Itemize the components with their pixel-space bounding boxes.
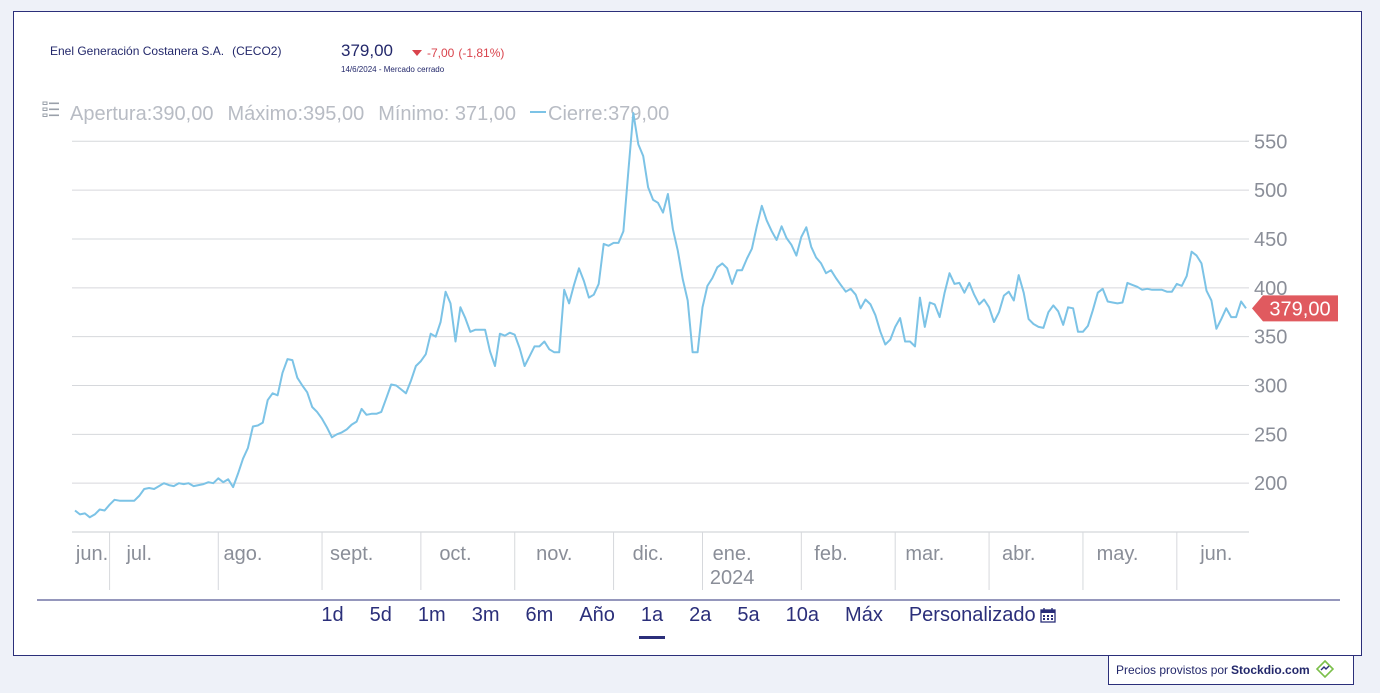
y-tick-label: 400 <box>1254 278 1287 300</box>
range-button-6m[interactable]: 6m <box>526 604 554 627</box>
range-button-10a[interactable]: 10a <box>786 604 819 627</box>
range-label: 6m <box>525 604 554 626</box>
down-arrow-icon <box>412 50 422 56</box>
range-label: 5d <box>369 604 392 626</box>
x-tick-label: jun. <box>1199 543 1232 565</box>
ohlc-legend: Apertura:390,00 Máximo:395,00 Mínimo: 371,… <box>42 100 669 126</box>
close-value: 379,00 <box>608 103 670 125</box>
high-value: 395,00 <box>303 103 365 125</box>
close-label: Cierre: <box>548 103 609 125</box>
x-tick-label: sept. <box>330 543 373 565</box>
legend-menu-icon[interactable] <box>42 100 60 118</box>
last-price-tag: 379,00 <box>1252 295 1338 322</box>
price-date: 14/6/2024 <box>341 65 377 74</box>
range-label: 3m <box>471 604 500 626</box>
x-tick-label: ene. <box>713 543 752 565</box>
range-label: 5a <box>737 604 760 626</box>
current-price: 379,00 <box>341 41 393 60</box>
range-label: 2a <box>689 604 712 626</box>
ticker-symbol: (CECO2) <box>232 44 282 58</box>
market-status-line: 14/6/2024 - Mercado cerrado <box>341 65 444 74</box>
x-tick-label: abr. <box>1002 543 1035 565</box>
range-button-personalizado[interactable]: Personalizado <box>909 604 1056 627</box>
x-tick-label: dic. <box>633 543 664 565</box>
range-label: 1a <box>640 604 664 626</box>
data-credit[interactable]: Precios provistos por Stockdio.com <box>1108 655 1354 685</box>
close-stat: Cierre:379,00 <box>530 103 669 125</box>
y-tick-label: 450 <box>1254 229 1287 251</box>
x-tick-label: nov. <box>536 543 572 565</box>
price-change: -7,00 (-1,81%) <box>412 46 504 60</box>
range-button-5d[interactable]: 5d <box>370 604 392 627</box>
x-tick-label: mar. <box>905 543 944 565</box>
calendar-icon <box>1039 608 1056 623</box>
status-separator: - <box>378 65 382 74</box>
range-button-1a[interactable]: 1a <box>638 604 666 639</box>
x-tick-sublabel: 2024 <box>710 567 755 589</box>
change-percent: (-1,81%) <box>458 46 505 60</box>
range-button-1m[interactable]: 1m <box>418 604 446 627</box>
range-label: 1d <box>321 604 344 626</box>
range-button-5a[interactable]: 5a <box>737 604 759 627</box>
x-tick-label: feb. <box>814 543 847 565</box>
range-label: 1m <box>417 604 446 626</box>
x-tick-label: oct. <box>439 543 471 565</box>
market-status: Mercado cerrado <box>383 65 445 74</box>
range-label: Máx <box>845 604 883 626</box>
range-button-máx[interactable]: Máx <box>845 604 883 627</box>
close-legend-swatch <box>530 111 547 113</box>
y-tick-label: 550 <box>1254 131 1287 153</box>
x-tick-label: jul. <box>125 543 152 565</box>
y-tick-label: 300 <box>1254 375 1287 397</box>
range-button-1d[interactable]: 1d <box>321 604 343 627</box>
high-stat: Máximo:395,00 <box>227 103 364 125</box>
high-label: Máximo: <box>227 103 304 125</box>
range-selector: 1d 5d 1m 3m 6m Año 1a 2a 5a 10a Máx Personalizado <box>14 604 1363 639</box>
low-value: 371,00 <box>449 103 517 125</box>
y-tick-label: 500 <box>1254 180 1287 202</box>
range-button-2a[interactable]: 2a <box>689 604 711 627</box>
y-tick-label: 200 <box>1254 473 1287 495</box>
range-label: Personalizado <box>908 604 1036 626</box>
x-tick-label: may. <box>1097 543 1139 565</box>
x-tick-label: jun. <box>75 543 108 565</box>
x-tick-label: ago. <box>224 543 263 565</box>
y-tick-label: 250 <box>1254 424 1287 446</box>
company-name: Enel Generación Costanera S.A. (CECO2) <box>50 44 281 58</box>
open-value: 390,00 <box>152 103 214 125</box>
company-label: Enel Generación Costanera S.A. <box>50 44 225 58</box>
y-tick-label: 350 <box>1254 327 1287 349</box>
chart-widget: Enel Generación Costanera S.A. (CECO2) 37… <box>13 11 1362 656</box>
low-stat: Mínimo: 371,00 <box>378 103 516 125</box>
low-label: Mínimo: <box>378 103 450 125</box>
credit-prefix: Precios provistos por <box>1116 663 1229 677</box>
stockdio-logo-icon <box>1316 660 1335 678</box>
credit-brand: Stockdio.com <box>1231 663 1310 677</box>
open-stat: Apertura:390,00 <box>70 103 213 125</box>
range-label: 10a <box>785 604 820 626</box>
range-button-año[interactable]: Año <box>579 604 615 627</box>
price-chart[interactable]: 550 500 450 400 350 300 250 200 jun. jul. ago. sept… <box>14 12 1361 602</box>
change-value: -7,00 <box>427 46 455 60</box>
range-button-3m[interactable]: 3m <box>472 604 500 627</box>
range-label: Año <box>579 604 615 626</box>
series-line-cierre <box>74 112 1247 519</box>
open-label: Apertura: <box>70 103 153 125</box>
last-price-label: 379,00 <box>1269 298 1330 320</box>
last-price-tag-bg <box>1252 295 1338 322</box>
